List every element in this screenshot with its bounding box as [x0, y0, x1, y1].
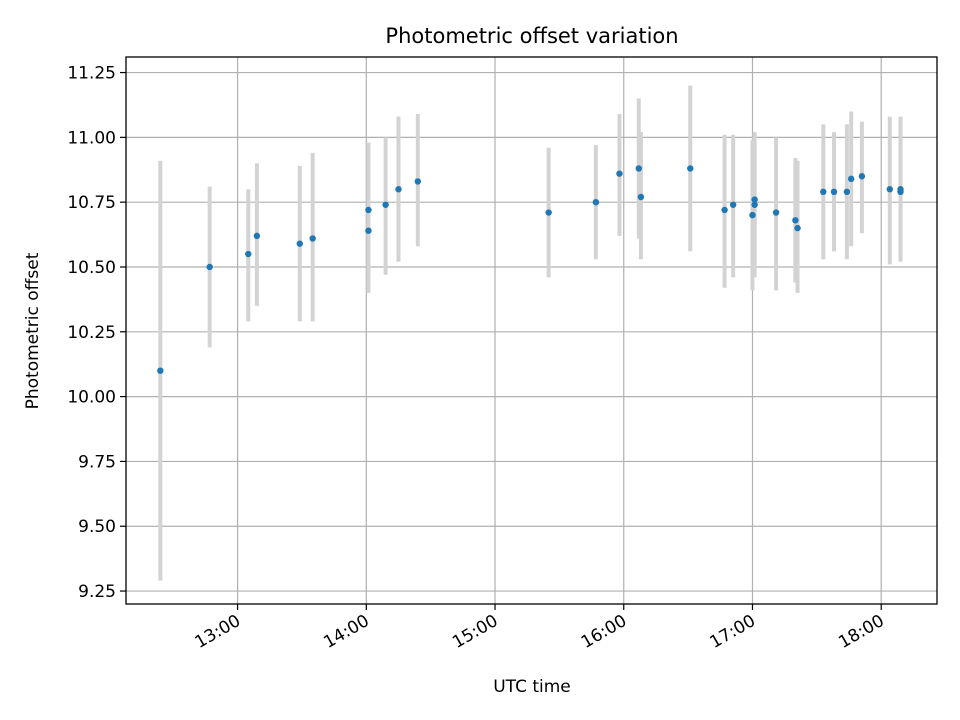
data-point — [365, 227, 372, 234]
data-point — [886, 186, 893, 193]
data-points — [157, 165, 904, 374]
y-tick-label: 11.00 — [67, 128, 116, 148]
data-point — [592, 198, 600, 206]
data-point — [296, 240, 303, 247]
data-point — [858, 173, 866, 180]
data-point — [897, 186, 904, 193]
data-point — [245, 250, 252, 258]
data-point — [395, 186, 402, 193]
data-point — [414, 178, 421, 185]
data-point — [545, 209, 552, 216]
data-point — [751, 201, 758, 208]
chart-title: Photometric offset variation — [385, 24, 678, 48]
x-axis-title: UTC time — [493, 677, 571, 697]
data-point — [751, 196, 758, 203]
data-point — [772, 209, 780, 216]
data-point — [616, 170, 623, 177]
data-point — [792, 217, 799, 224]
data-point — [637, 193, 645, 201]
data-point — [749, 211, 756, 219]
data-point — [729, 201, 737, 208]
y-tick-label: 10.75 — [67, 193, 116, 213]
y-tick-label: 11.25 — [67, 64, 116, 84]
y-tick-label: 10.00 — [67, 388, 116, 408]
data-point — [820, 188, 827, 196]
y-tick-label: 9.75 — [78, 452, 116, 472]
data-point — [157, 367, 164, 374]
data-point — [721, 206, 728, 214]
y-tick-label: 10.25 — [67, 323, 116, 343]
data-point — [635, 165, 642, 172]
y-axis-ticks: 9.25 9.50 9.75 10.00 10.25 10.50 10.75 11.00 11.… — [67, 64, 126, 602]
y-axis-title: Photometric offset — [23, 252, 43, 409]
data-point — [830, 188, 838, 196]
plot-frame — [125, 56, 938, 605]
data-point — [794, 224, 801, 232]
gridlines — [126, 57, 937, 604]
y-tick-label: 10.50 — [67, 258, 116, 278]
data-point — [365, 206, 372, 214]
data-point — [309, 235, 316, 242]
data-point — [206, 263, 213, 271]
data-point — [382, 201, 389, 208]
data-point — [847, 175, 855, 183]
y-tick-label: 9.50 — [78, 517, 116, 537]
data-point — [253, 232, 261, 240]
y-tick-label: 9.25 — [78, 582, 116, 602]
data-point — [843, 188, 851, 196]
data-point — [687, 165, 694, 172]
